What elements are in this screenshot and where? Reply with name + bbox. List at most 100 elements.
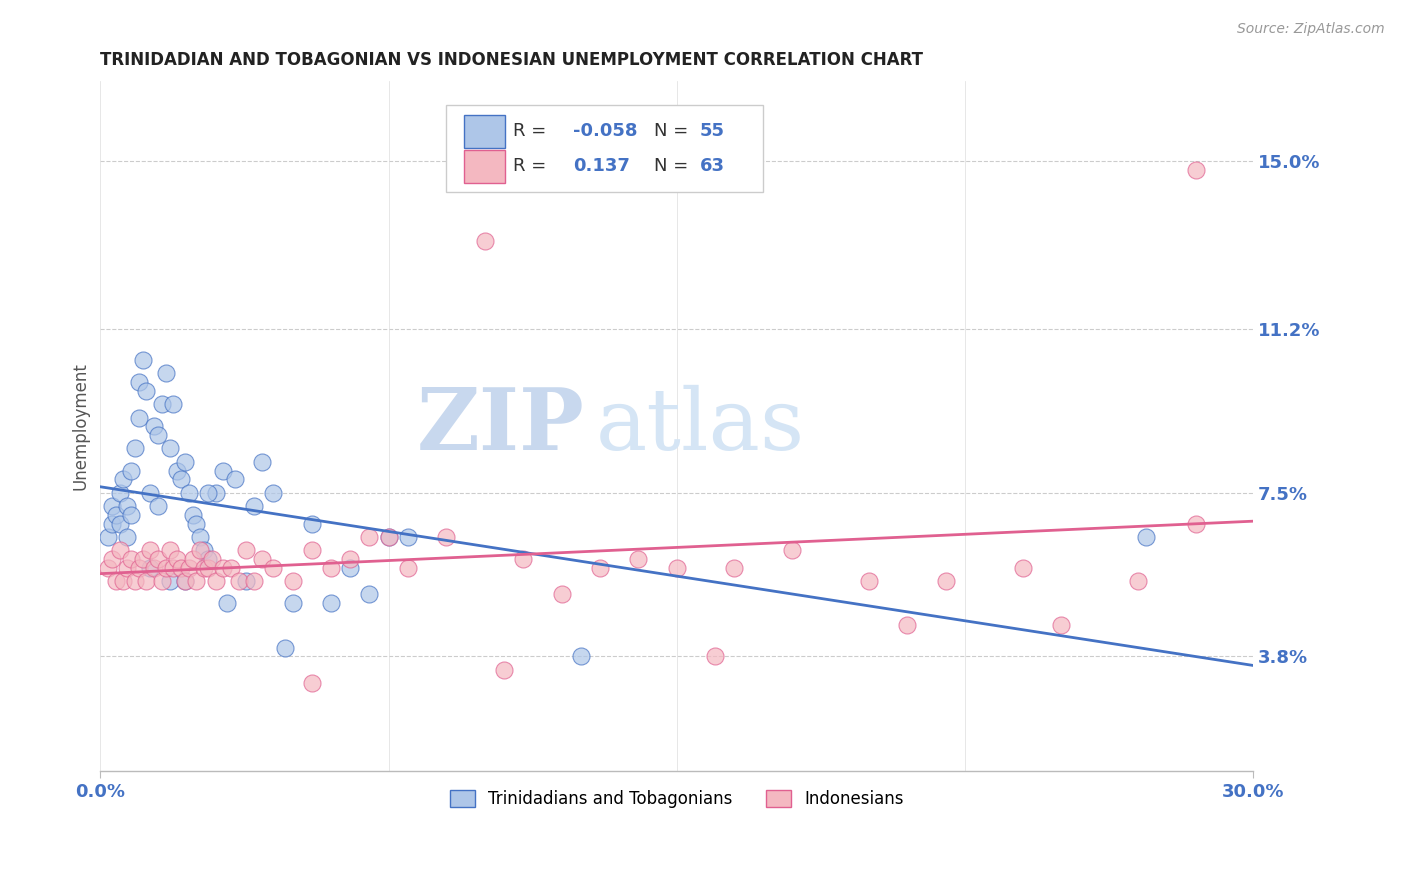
Point — [101, 516, 124, 531]
Point — [281, 596, 304, 610]
Point — [117, 561, 139, 575]
Point — [339, 552, 361, 566]
Point — [174, 574, 197, 589]
Point — [780, 543, 803, 558]
Point — [193, 561, 215, 575]
Point — [117, 530, 139, 544]
Point — [492, 663, 515, 677]
Point — [97, 561, 120, 575]
Point — [377, 530, 399, 544]
Point — [143, 419, 166, 434]
Text: 0.137: 0.137 — [574, 157, 630, 175]
Point — [197, 552, 219, 566]
Point — [235, 543, 257, 558]
Point — [224, 472, 246, 486]
Point — [159, 574, 181, 589]
Point — [1050, 618, 1073, 632]
Point — [135, 574, 157, 589]
Point — [139, 485, 162, 500]
Point — [301, 676, 323, 690]
Point — [128, 410, 150, 425]
Point — [627, 552, 650, 566]
Point — [377, 530, 399, 544]
FancyBboxPatch shape — [446, 105, 763, 192]
Point — [1184, 516, 1206, 531]
Point — [131, 353, 153, 368]
Point — [162, 397, 184, 411]
Point — [186, 574, 208, 589]
Point — [97, 530, 120, 544]
Text: TRINIDADIAN AND TOBAGONIAN VS INDONESIAN UNEMPLOYMENT CORRELATION CHART: TRINIDADIAN AND TOBAGONIAN VS INDONESIAN… — [100, 51, 924, 69]
Legend: Trinidadians and Tobagonians, Indonesians: Trinidadians and Tobagonians, Indonesian… — [443, 783, 911, 814]
Point — [569, 649, 592, 664]
Point — [228, 574, 250, 589]
Point — [135, 384, 157, 398]
Point — [177, 485, 200, 500]
Point — [104, 574, 127, 589]
Point — [896, 618, 918, 632]
Text: R =: R = — [513, 122, 553, 140]
Point — [250, 455, 273, 469]
Point — [174, 455, 197, 469]
Point — [589, 561, 612, 575]
Text: N =: N = — [654, 122, 693, 140]
Point — [181, 508, 204, 522]
Point — [204, 485, 226, 500]
Point — [188, 543, 211, 558]
Point — [120, 464, 142, 478]
Point — [243, 574, 266, 589]
Point — [139, 543, 162, 558]
Point — [186, 516, 208, 531]
Point — [935, 574, 957, 589]
Point — [858, 574, 880, 589]
Point — [112, 574, 135, 589]
Point — [155, 366, 177, 380]
Point — [112, 472, 135, 486]
Point — [243, 499, 266, 513]
Text: R =: R = — [513, 157, 553, 175]
FancyBboxPatch shape — [464, 150, 505, 183]
Point — [474, 234, 496, 248]
Point — [155, 561, 177, 575]
Text: 63: 63 — [700, 157, 725, 175]
Point — [124, 574, 146, 589]
Point — [170, 472, 193, 486]
Point — [108, 543, 131, 558]
Point — [150, 574, 173, 589]
Point — [101, 499, 124, 513]
Point — [120, 552, 142, 566]
Point — [319, 596, 342, 610]
Point — [319, 561, 342, 575]
Text: ZIP: ZIP — [416, 384, 585, 468]
Point — [1126, 574, 1149, 589]
Point — [174, 574, 197, 589]
Point — [197, 485, 219, 500]
Point — [108, 485, 131, 500]
Point — [665, 561, 688, 575]
Point — [262, 485, 284, 500]
Point — [159, 442, 181, 456]
Point — [128, 561, 150, 575]
Point — [434, 530, 457, 544]
Point — [235, 574, 257, 589]
Y-axis label: Unemployment: Unemployment — [72, 362, 89, 491]
Point — [146, 552, 169, 566]
Point — [204, 574, 226, 589]
Point — [104, 508, 127, 522]
Point — [1011, 561, 1033, 575]
Point — [139, 561, 162, 575]
Point — [550, 587, 572, 601]
Point — [274, 640, 297, 655]
Point — [262, 561, 284, 575]
Point — [177, 561, 200, 575]
Point — [704, 649, 727, 664]
Point — [301, 543, 323, 558]
Point — [124, 442, 146, 456]
Point — [359, 587, 381, 601]
Point — [1135, 530, 1157, 544]
Point — [170, 561, 193, 575]
Point — [128, 375, 150, 389]
Point — [217, 596, 239, 610]
Point — [301, 516, 323, 531]
Point — [723, 561, 745, 575]
